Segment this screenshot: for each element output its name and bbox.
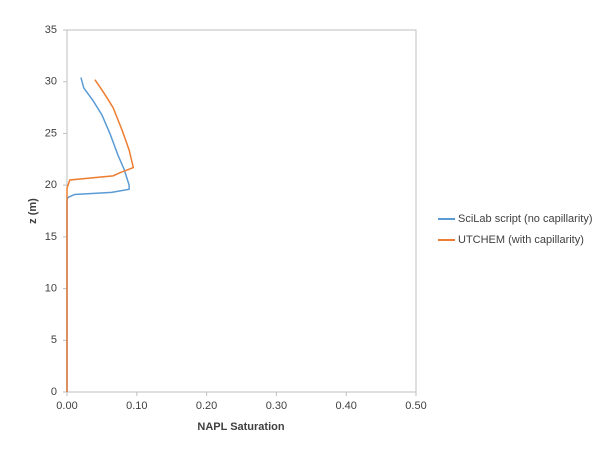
y-tick-label: 5 xyxy=(51,334,57,346)
x-tick-label: 0.40 xyxy=(335,400,356,412)
series-line xyxy=(66,79,135,392)
legend-label: UTCHEM (with capillarity) xyxy=(458,234,584,246)
x-axis-title: NAPL Saturation xyxy=(197,421,284,433)
y-tick-label: 10 xyxy=(45,282,57,294)
x-tick-label: 0.00 xyxy=(56,400,77,412)
y-tick-label: 30 xyxy=(45,76,57,88)
y-tick-label: 35 xyxy=(45,24,57,36)
legend-label: SciLab script (no capillarity) xyxy=(458,213,593,225)
y-tick-label: 15 xyxy=(45,231,57,243)
x-tick-label: 0.20 xyxy=(196,400,217,412)
x-tick-label: 0.10 xyxy=(126,400,147,412)
series-line xyxy=(66,77,130,392)
x-tick-label: 0.50 xyxy=(405,400,426,412)
y-axis-title: z (m) xyxy=(27,198,39,224)
x-tick-label: 0.30 xyxy=(266,400,287,412)
y-tick-label: 20 xyxy=(45,179,57,191)
y-tick-label: 25 xyxy=(45,127,57,139)
y-tick-label: 0 xyxy=(51,386,57,398)
plot-frame xyxy=(66,29,417,393)
